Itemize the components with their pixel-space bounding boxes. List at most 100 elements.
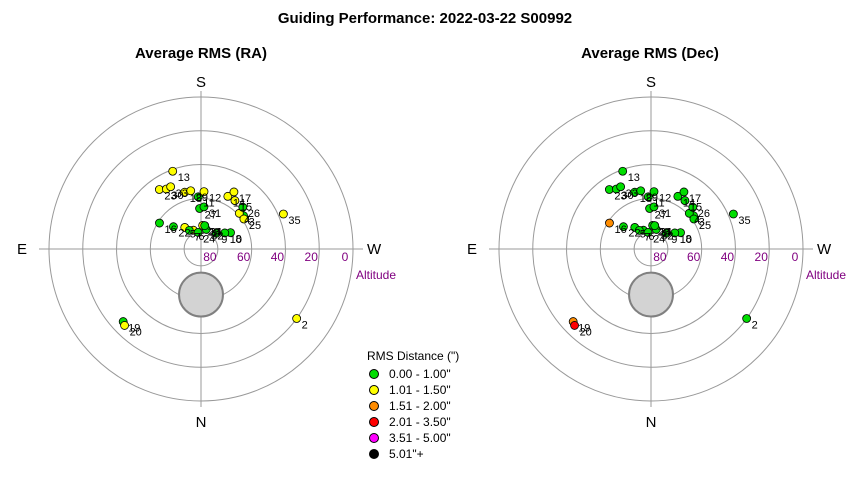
- point-label: 24: [203, 233, 215, 245]
- legend-label: 1.01 - 1.50": [389, 383, 451, 397]
- legend: RMS Distance (") 0.00 - 1.00" 1.01 - 1.5…: [367, 349, 459, 462]
- point-label: 5: [190, 228, 196, 240]
- compass-label-right: W: [367, 241, 382, 258]
- data-point: [643, 192, 653, 202]
- point-label: 3: [699, 217, 705, 229]
- altitude-tick-label: 20: [305, 250, 319, 264]
- point-label: 5: [640, 228, 646, 240]
- moon-disc: [178, 271, 224, 318]
- point-label: 25: [249, 220, 261, 232]
- point-label: 21: [660, 227, 672, 239]
- data-point: [680, 196, 690, 205]
- data-point: [618, 166, 628, 176]
- panel-title-ra: Average RMS (RA): [135, 45, 267, 62]
- point-label: 18: [190, 193, 202, 205]
- point-label: 33: [176, 188, 188, 200]
- point-label: 4: [244, 214, 250, 226]
- compass-label-bottom: N: [196, 414, 207, 431]
- data-point: [193, 227, 203, 237]
- data-point: [643, 227, 653, 237]
- data-point: [186, 186, 196, 196]
- point-label: 7: [194, 231, 200, 243]
- point-label: 31: [659, 208, 671, 220]
- data-point: [688, 202, 698, 212]
- point-label: 26: [248, 208, 260, 220]
- point-label: 14: [683, 197, 695, 209]
- point-label: 26: [698, 208, 710, 220]
- altitude-tick-label: 80: [653, 250, 667, 264]
- point-label: 22: [178, 228, 190, 240]
- point-label: 15: [690, 202, 702, 214]
- legend-item: 1.01 - 1.50": [367, 382, 459, 398]
- point-label: 9: [671, 234, 677, 246]
- point-label: 25: [699, 220, 711, 232]
- data-point: [649, 202, 659, 212]
- data-point: [223, 191, 233, 201]
- point-label: 3: [249, 217, 255, 229]
- point-label: 31: [209, 208, 221, 220]
- point-label: 13: [628, 172, 640, 184]
- point-label: 11: [203, 198, 214, 210]
- legend-label: 0.00 - 1.00": [389, 367, 451, 381]
- data-point: [742, 314, 752, 323]
- compass-label-top: S: [646, 74, 656, 91]
- data-point: [120, 321, 129, 330]
- data-point: [199, 202, 209, 212]
- data-point: [168, 166, 178, 176]
- altitude-tick-label: 40: [271, 250, 285, 264]
- data-point: [155, 218, 164, 228]
- legend-swatch: [369, 385, 379, 395]
- legend-swatch: [369, 449, 379, 459]
- legend-item: 3.51 - 5.00": [367, 430, 459, 446]
- point-label: 10: [680, 234, 692, 246]
- point-label: 30: [171, 190, 183, 202]
- point-label: 11: [653, 198, 664, 210]
- point-label: 12: [659, 193, 671, 205]
- compass-label-top: S: [196, 74, 206, 91]
- altitude-axis-label: Altitude: [806, 268, 846, 282]
- altitude-tick-label: 40: [721, 250, 735, 264]
- legend-swatch: [369, 401, 379, 411]
- legend-item: 1.51 - 2.00": [367, 398, 459, 414]
- compass-label-left: E: [467, 241, 477, 258]
- altitude-tick-label: 80: [203, 250, 217, 264]
- point-label: 20: [130, 326, 142, 338]
- compass-label-right: W: [817, 241, 832, 258]
- point-label: 17: [239, 193, 251, 205]
- legend-swatch: [369, 417, 379, 427]
- data-point: [673, 191, 683, 201]
- altitude-tick-label: 0: [342, 250, 349, 264]
- point-label: 13: [178, 172, 190, 184]
- point-label: 23: [164, 191, 176, 203]
- data-point: [689, 214, 699, 224]
- legend-title: RMS Distance ("): [367, 349, 460, 363]
- data-point: [200, 221, 210, 231]
- chart-title: Guiding Performance: 2022-03-22 S00992: [277, 10, 573, 27]
- legend-label: 3.51 - 5.00": [389, 431, 451, 445]
- point-label: 28: [658, 226, 670, 238]
- altitude-tick-label: 0: [792, 250, 799, 264]
- data-point: [193, 192, 203, 202]
- data-point: [661, 228, 671, 238]
- point-label: 35: [738, 215, 750, 227]
- data-point: [616, 182, 626, 192]
- legend-item: 0.00 - 1.00": [367, 366, 459, 382]
- point-label: 10: [230, 234, 242, 246]
- point-label: 29: [196, 192, 208, 204]
- data-point: [570, 321, 579, 330]
- data-point: [238, 202, 248, 212]
- altitude-tick-label: 60: [687, 250, 701, 264]
- point-label: 29: [646, 192, 658, 204]
- legend-label: 2.01 - 3.50": [389, 415, 451, 429]
- data-point: [278, 209, 288, 219]
- point-label: 22: [628, 228, 640, 240]
- data-point: [184, 225, 194, 235]
- point-label: 7: [644, 231, 650, 243]
- point-label: 14: [233, 197, 245, 209]
- data-point: [728, 209, 738, 219]
- legend-swatch: [369, 369, 379, 379]
- point-label: 19: [578, 323, 590, 335]
- point-label: 2: [302, 319, 308, 331]
- point-label: 32: [661, 230, 673, 242]
